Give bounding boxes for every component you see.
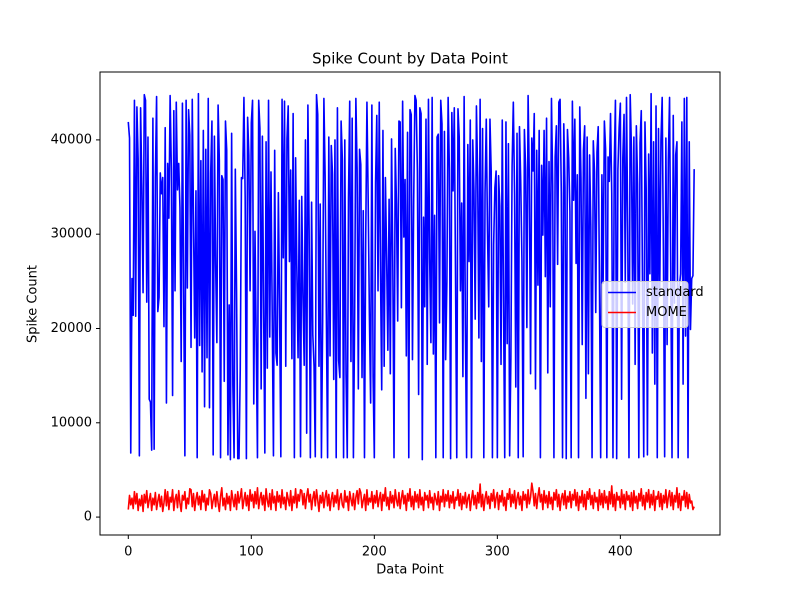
y-tick-label: 30000 <box>51 227 92 242</box>
y-tick-label: 20000 <box>51 321 92 336</box>
series-line <box>127 482 695 513</box>
series-line <box>127 92 695 461</box>
y-tick-label: 10000 <box>51 415 92 430</box>
plot-area <box>127 92 695 513</box>
x-tick-label: 100 <box>239 545 264 560</box>
x-tick-label: 300 <box>485 545 510 560</box>
axes-frame <box>99 71 721 536</box>
x-tick-label: 200 <box>362 545 387 560</box>
y-tick-label: 40000 <box>51 132 92 147</box>
legend-label: standard <box>646 285 704 300</box>
y-axis-label: Spike Count <box>26 265 41 343</box>
y-tick-label: 0 <box>84 510 92 525</box>
chart-title: Spike Count by Data Point <box>312 50 508 68</box>
x-tick-label: 0 <box>124 545 132 560</box>
legend-label: MOME <box>646 305 687 320</box>
x-axis-label: Data Point <box>376 563 443 578</box>
legend: standard MOME <box>601 281 704 328</box>
x-tick-label: 400 <box>608 545 633 560</box>
